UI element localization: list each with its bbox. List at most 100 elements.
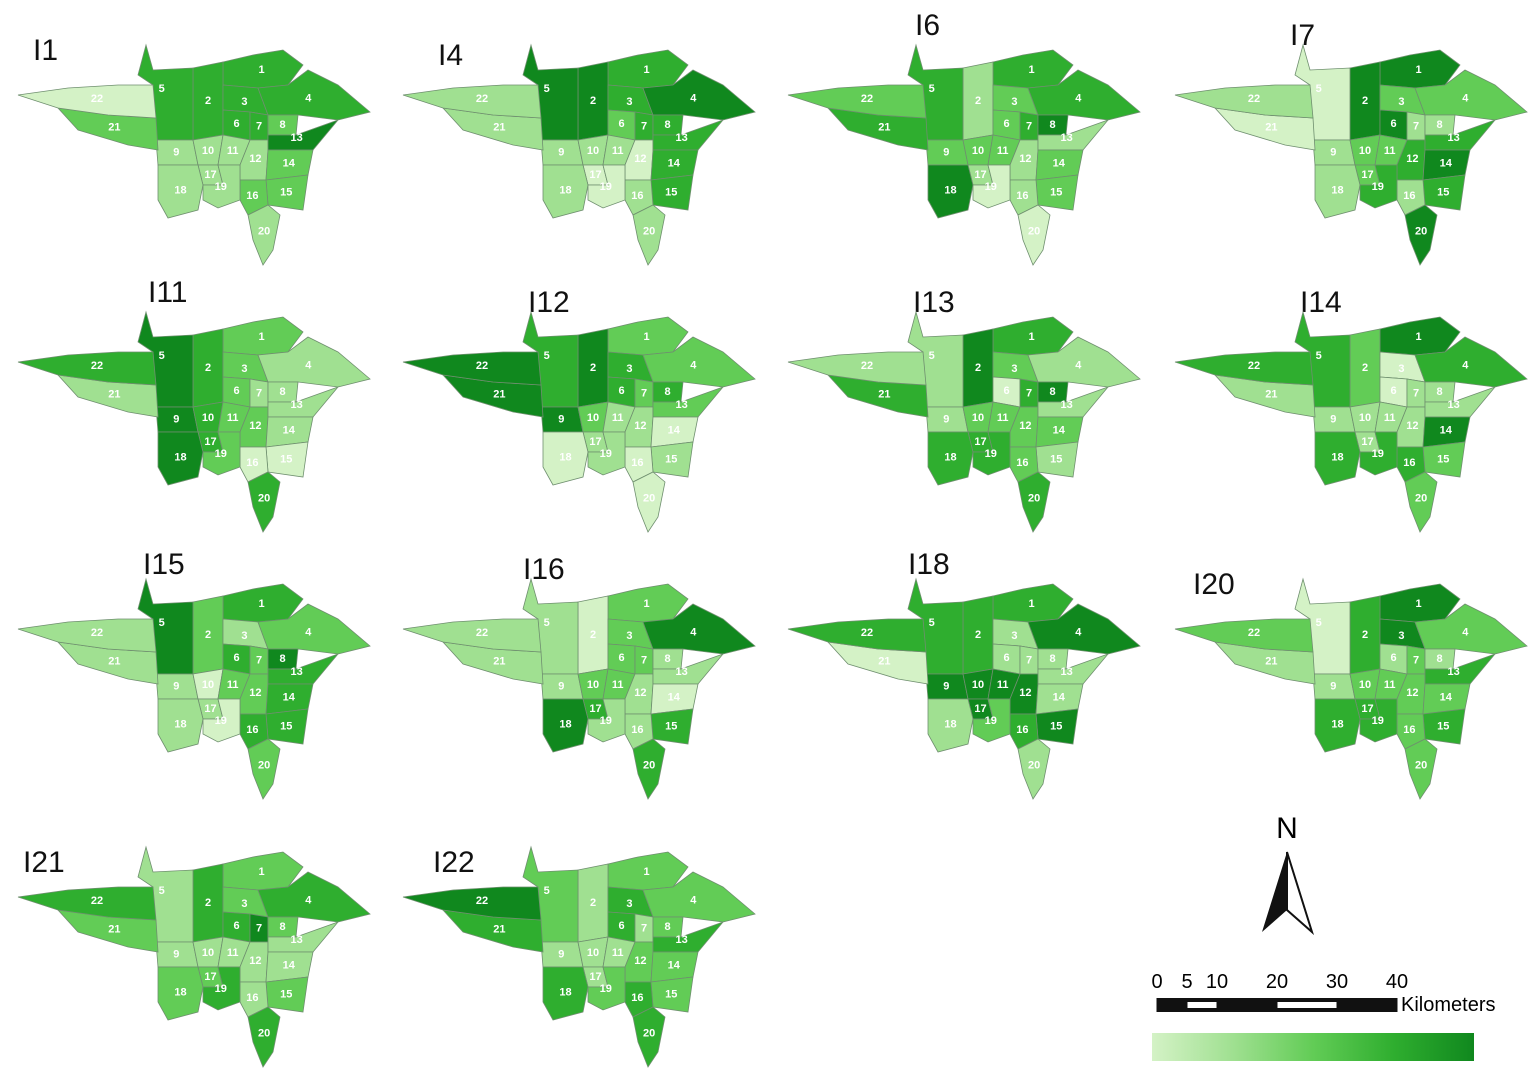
district-label: 9	[173, 413, 179, 425]
district-label: 10	[202, 412, 214, 424]
district	[1017, 738, 1051, 800]
district-label: 10	[972, 412, 984, 424]
district-label: 14	[1053, 158, 1066, 170]
district	[927, 164, 974, 219]
district-label: 13	[1060, 399, 1072, 411]
district-label: 10	[202, 947, 214, 959]
district	[1314, 431, 1361, 486]
district-label: 8	[1436, 386, 1442, 398]
district-label: 15	[665, 988, 677, 1000]
north-label: N	[1276, 812, 1298, 845]
district-label: 19	[600, 715, 612, 727]
district-label: 1	[259, 331, 265, 343]
district-label: 20	[643, 760, 655, 772]
district-label: 11	[1384, 412, 1396, 424]
district-label: 20	[258, 226, 270, 238]
district-label: 9	[943, 146, 949, 158]
district-label: 9	[173, 948, 179, 960]
district-label: 11	[227, 145, 239, 157]
district-label: 5	[929, 83, 935, 95]
district	[587, 698, 626, 743]
district-label: 4	[1075, 627, 1082, 639]
district	[267, 921, 340, 953]
district	[1404, 204, 1438, 266]
district-label: 17	[204, 436, 216, 448]
district-label: 8	[1049, 653, 1055, 665]
district-label: 17	[589, 971, 601, 983]
district	[652, 653, 725, 685]
district-label: 7	[256, 923, 262, 935]
district-label: 5	[544, 885, 550, 897]
district-label: 6	[233, 118, 239, 130]
district	[247, 471, 281, 533]
district-label: 15	[1050, 453, 1062, 465]
district-label: 21	[493, 122, 505, 134]
district-label: 12	[249, 955, 261, 967]
district-label: 19	[1372, 181, 1384, 193]
district-label: 3	[626, 96, 632, 108]
district-label: 17	[204, 169, 216, 181]
district-label: 15	[1437, 720, 1449, 732]
district	[267, 386, 340, 418]
district-label: 17	[589, 703, 601, 715]
district-label: 4	[690, 895, 697, 907]
district-label: 12	[1019, 153, 1031, 165]
district-label: 11	[1384, 145, 1396, 157]
scale-unit: Kilometers	[1401, 994, 1495, 1016]
district-label: 20	[643, 493, 655, 505]
district-label: 22	[91, 93, 103, 105]
district-label: 20	[1415, 226, 1427, 238]
district-label: 13	[1447, 666, 1459, 678]
district-label: 1	[259, 598, 265, 610]
district	[1174, 351, 1314, 386]
district-label: 6	[1390, 652, 1396, 664]
district-label: 3	[1398, 630, 1404, 642]
district	[157, 698, 204, 753]
district-label: 9	[558, 948, 564, 960]
district-label: 10	[587, 947, 599, 959]
district-label: 6	[1003, 385, 1009, 397]
district-label: 12	[249, 420, 261, 432]
district-label: 4	[690, 360, 697, 372]
district-label: 21	[108, 924, 120, 936]
district	[247, 204, 281, 266]
district	[267, 119, 340, 151]
district-label: 16	[1016, 457, 1028, 469]
district-label: 18	[1331, 718, 1343, 730]
district-label: 21	[108, 389, 120, 401]
district-label: 10	[972, 145, 984, 157]
district-label: 1	[259, 866, 265, 878]
district-label: 18	[174, 184, 186, 196]
district-label: 21	[878, 122, 890, 134]
district-label: 1	[644, 331, 650, 343]
district	[402, 351, 542, 386]
district-label: 17	[974, 436, 986, 448]
district-label: 5	[1316, 617, 1322, 629]
district-label: 21	[878, 389, 890, 401]
district-label: 16	[1016, 724, 1028, 736]
district-label: 9	[558, 146, 564, 158]
district-label: 16	[631, 457, 643, 469]
district-label: 22	[91, 360, 103, 372]
district-label: 4	[1075, 93, 1082, 105]
district-label: 19	[215, 181, 227, 193]
district-label: 8	[1049, 386, 1055, 398]
district-label: 7	[641, 388, 647, 400]
district-label: 19	[985, 181, 997, 193]
district	[402, 84, 542, 119]
district	[1037, 653, 1110, 685]
district-label: 2	[590, 897, 596, 909]
district-label: 18	[1331, 184, 1343, 196]
district-label: 14	[668, 692, 681, 704]
district-label: 5	[159, 83, 165, 95]
district-label: 16	[246, 724, 258, 736]
district-label: 11	[1384, 679, 1396, 691]
scale-segment	[1187, 1002, 1217, 1008]
district-label: 8	[279, 653, 285, 665]
district	[202, 164, 241, 209]
district-label: 8	[1436, 653, 1442, 665]
